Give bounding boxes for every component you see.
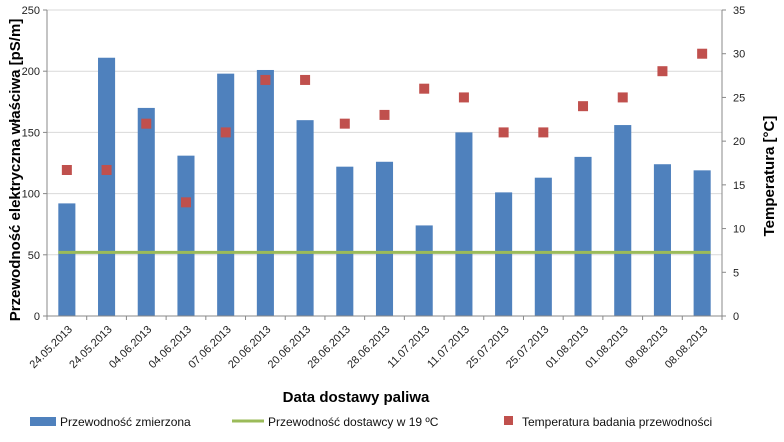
y2-tick-label: 35 bbox=[733, 5, 745, 17]
bar bbox=[98, 57, 116, 317]
legend: Przewodność zmierzona Przewodność dostaw… bbox=[30, 415, 712, 429]
bar bbox=[177, 155, 195, 316]
y2-tick-label: 5 bbox=[733, 267, 739, 279]
temperature-point bbox=[61, 164, 72, 175]
temperature-point bbox=[458, 92, 469, 103]
y2-tick-label: 20 bbox=[733, 136, 745, 148]
y2-tick-label: 30 bbox=[733, 49, 745, 61]
y-tick-label: 100 bbox=[22, 189, 40, 201]
y2-tick-label: 15 bbox=[733, 180, 745, 192]
y-axis-title: Przewodność elektryczna właściwa [pS/m] bbox=[7, 19, 24, 322]
y-tick-label: 250 bbox=[22, 5, 40, 17]
y2-axis-title: Temperatura [°C] bbox=[761, 116, 778, 237]
legend-bar-label: Przewodność zmierzona bbox=[60, 415, 191, 429]
bar-series bbox=[58, 57, 711, 317]
temperature-point bbox=[260, 74, 271, 85]
bar bbox=[336, 166, 354, 316]
legend-point-swatch bbox=[504, 416, 513, 425]
bar bbox=[455, 132, 473, 316]
bar bbox=[137, 107, 155, 316]
scatter-series bbox=[61, 48, 708, 208]
temperature-point bbox=[379, 109, 390, 120]
bar bbox=[256, 69, 274, 316]
temperature-point bbox=[101, 164, 112, 175]
x-axis-ticks: 24.05.201324.05.201304.06.201304.06.2013… bbox=[28, 324, 711, 371]
legend-line-label: Przewodność dostawcy w 19 ºC bbox=[268, 415, 439, 429]
temperature-point bbox=[657, 66, 668, 77]
bar bbox=[534, 177, 552, 316]
bar bbox=[375, 161, 394, 316]
bar bbox=[653, 164, 671, 316]
axes bbox=[43, 9, 726, 320]
bar bbox=[614, 125, 632, 316]
right-axis-ticks: 0 5 10 15 20 25 30 35 bbox=[733, 5, 745, 323]
bar bbox=[495, 192, 513, 316]
temperature-point bbox=[419, 83, 430, 94]
left-axis-ticks: 0 50 100 150 200 250 bbox=[22, 5, 40, 323]
temperature-point bbox=[617, 92, 628, 103]
y-tick-label: 0 bbox=[34, 311, 40, 323]
temperature-point bbox=[220, 127, 231, 138]
bar bbox=[217, 73, 235, 316]
temperature-point bbox=[141, 118, 152, 129]
bar bbox=[58, 203, 76, 316]
y2-tick-label: 0 bbox=[733, 311, 739, 323]
y2-tick-label: 10 bbox=[733, 224, 745, 236]
temperature-point bbox=[300, 74, 311, 85]
bar bbox=[415, 225, 433, 316]
legend-bar-swatch bbox=[30, 417, 56, 426]
temperature-point bbox=[697, 48, 708, 59]
bar bbox=[296, 120, 314, 316]
y-tick-label: 50 bbox=[28, 250, 40, 262]
x-tick-label: 28.06.2013 bbox=[345, 324, 392, 371]
y-tick-label: 200 bbox=[22, 66, 40, 78]
x-axis-title: Data dostawy paliwa bbox=[283, 389, 430, 406]
temperature-point bbox=[578, 101, 589, 112]
temperature-point bbox=[538, 127, 549, 138]
temperature-point bbox=[339, 118, 350, 129]
temperature-point bbox=[180, 197, 191, 208]
x-tick-label: 08.08.2013 bbox=[663, 324, 710, 371]
temperature-point bbox=[498, 127, 509, 138]
bar bbox=[574, 156, 592, 316]
y-tick-label: 150 bbox=[22, 127, 40, 139]
legend-point-label: Temperatura badania przewodności bbox=[522, 415, 712, 429]
y2-tick-label: 25 bbox=[733, 92, 745, 104]
bar bbox=[693, 170, 711, 316]
